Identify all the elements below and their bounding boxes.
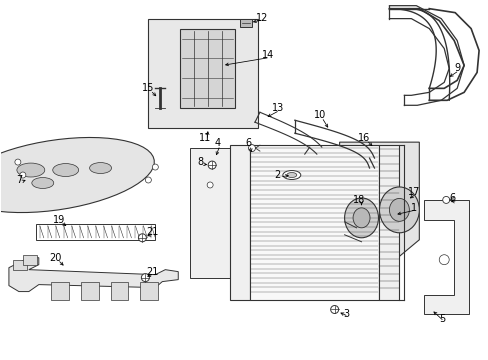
Bar <box>148 19 258 128</box>
Ellipse shape <box>379 187 419 233</box>
Circle shape <box>330 306 338 314</box>
Text: 11: 11 <box>199 133 211 143</box>
Ellipse shape <box>17 163 45 177</box>
Circle shape <box>138 234 146 242</box>
Polygon shape <box>424 200 468 315</box>
Text: 1: 1 <box>410 203 417 213</box>
Bar <box>81 282 99 300</box>
Bar <box>229 145 249 300</box>
Text: 10: 10 <box>313 110 325 120</box>
Text: 16: 16 <box>358 133 370 143</box>
Text: 8: 8 <box>197 157 203 167</box>
Ellipse shape <box>352 208 369 228</box>
Ellipse shape <box>286 172 296 177</box>
Ellipse shape <box>282 171 300 180</box>
Text: 15: 15 <box>142 84 154 93</box>
Bar <box>240 19 251 27</box>
Text: 14: 14 <box>261 50 273 60</box>
Ellipse shape <box>89 163 111 174</box>
Circle shape <box>442 197 449 203</box>
Circle shape <box>208 161 216 169</box>
Bar <box>51 282 68 300</box>
Circle shape <box>15 159 21 165</box>
Text: 4: 4 <box>215 138 221 148</box>
Text: 9: 9 <box>453 63 459 73</box>
Text: 12: 12 <box>255 13 267 23</box>
Polygon shape <box>0 138 154 212</box>
Text: 18: 18 <box>353 195 365 205</box>
Circle shape <box>141 274 149 282</box>
Polygon shape <box>339 142 419 265</box>
Bar <box>180 28 235 108</box>
Bar <box>249 145 379 300</box>
Polygon shape <box>9 258 178 292</box>
Bar <box>190 148 229 278</box>
Text: 20: 20 <box>49 253 62 263</box>
Text: 2: 2 <box>274 170 281 180</box>
Text: 3: 3 <box>343 310 349 319</box>
Text: 7: 7 <box>16 175 22 185</box>
Text: 6: 6 <box>244 138 250 148</box>
Circle shape <box>152 164 158 170</box>
Text: 6: 6 <box>448 193 454 203</box>
Ellipse shape <box>32 177 54 189</box>
Circle shape <box>438 255 448 265</box>
Bar <box>140 282 158 300</box>
Circle shape <box>20 172 26 178</box>
Circle shape <box>145 177 151 183</box>
Circle shape <box>207 182 213 188</box>
Text: 5: 5 <box>438 314 445 324</box>
Bar <box>379 145 399 300</box>
Text: 21: 21 <box>146 227 158 237</box>
Text: 19: 19 <box>53 215 65 225</box>
Ellipse shape <box>53 163 79 176</box>
Polygon shape <box>388 6 463 105</box>
Text: 13: 13 <box>271 103 284 113</box>
Bar <box>110 282 128 300</box>
Circle shape <box>248 145 255 152</box>
Text: 21: 21 <box>146 267 158 276</box>
Ellipse shape <box>388 198 408 221</box>
Bar <box>36 224 155 240</box>
Bar <box>13 260 27 270</box>
Text: 17: 17 <box>407 187 420 197</box>
Bar <box>23 255 37 265</box>
Ellipse shape <box>344 198 378 238</box>
